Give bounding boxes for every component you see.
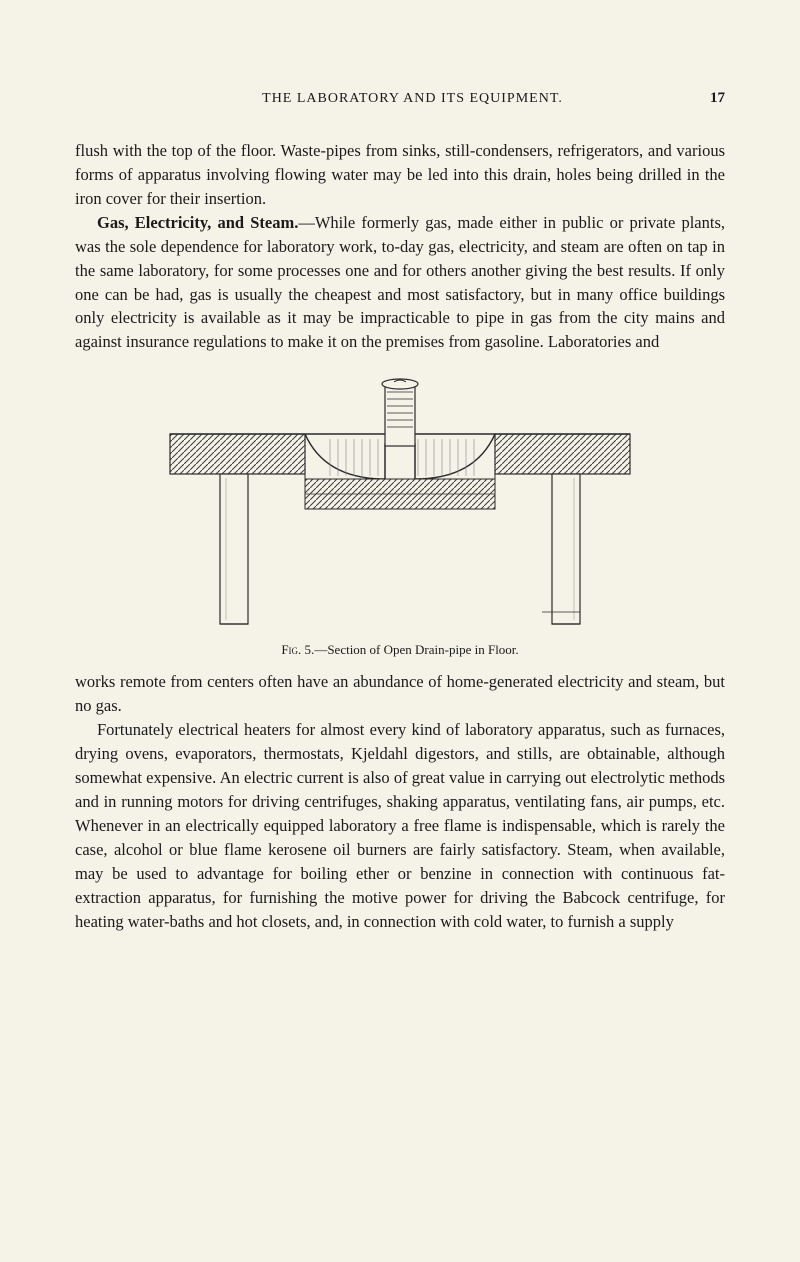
paragraph-3: works remote from centers often have an … xyxy=(75,670,725,718)
body-text-block-2: works remote from centers often have an … xyxy=(75,670,725,933)
paragraph-2: Gas, Electricity, and Steam.—While forme… xyxy=(75,211,725,355)
paragraph-1: flush with the top of the floor. Waste-p… xyxy=(75,139,725,211)
figure-label: Fig. 5. xyxy=(281,642,314,657)
figure-5-illustration xyxy=(160,374,640,634)
paragraph-2-body: —While formerly gas, made either in publ… xyxy=(75,213,725,352)
figure-5 xyxy=(75,374,725,634)
figure-5-caption: Fig. 5.—Section of Open Drain-pipe in Fl… xyxy=(75,642,725,658)
paragraph-4: Fortunately electrical heaters for almos… xyxy=(75,718,725,933)
page-number: 17 xyxy=(710,90,725,107)
body-text-block-1: flush with the top of the floor. Waste-p… xyxy=(75,139,725,354)
paragraph-2-lead: Gas, Electricity, and Steam. xyxy=(97,213,298,232)
page-header: THE LABORATORY AND ITS EQUIPMENT. 17 xyxy=(75,90,725,107)
running-head: THE LABORATORY AND ITS EQUIPMENT. xyxy=(75,91,710,107)
figure-caption-text: —Section of Open Drain-pipe in Floor. xyxy=(314,642,518,657)
